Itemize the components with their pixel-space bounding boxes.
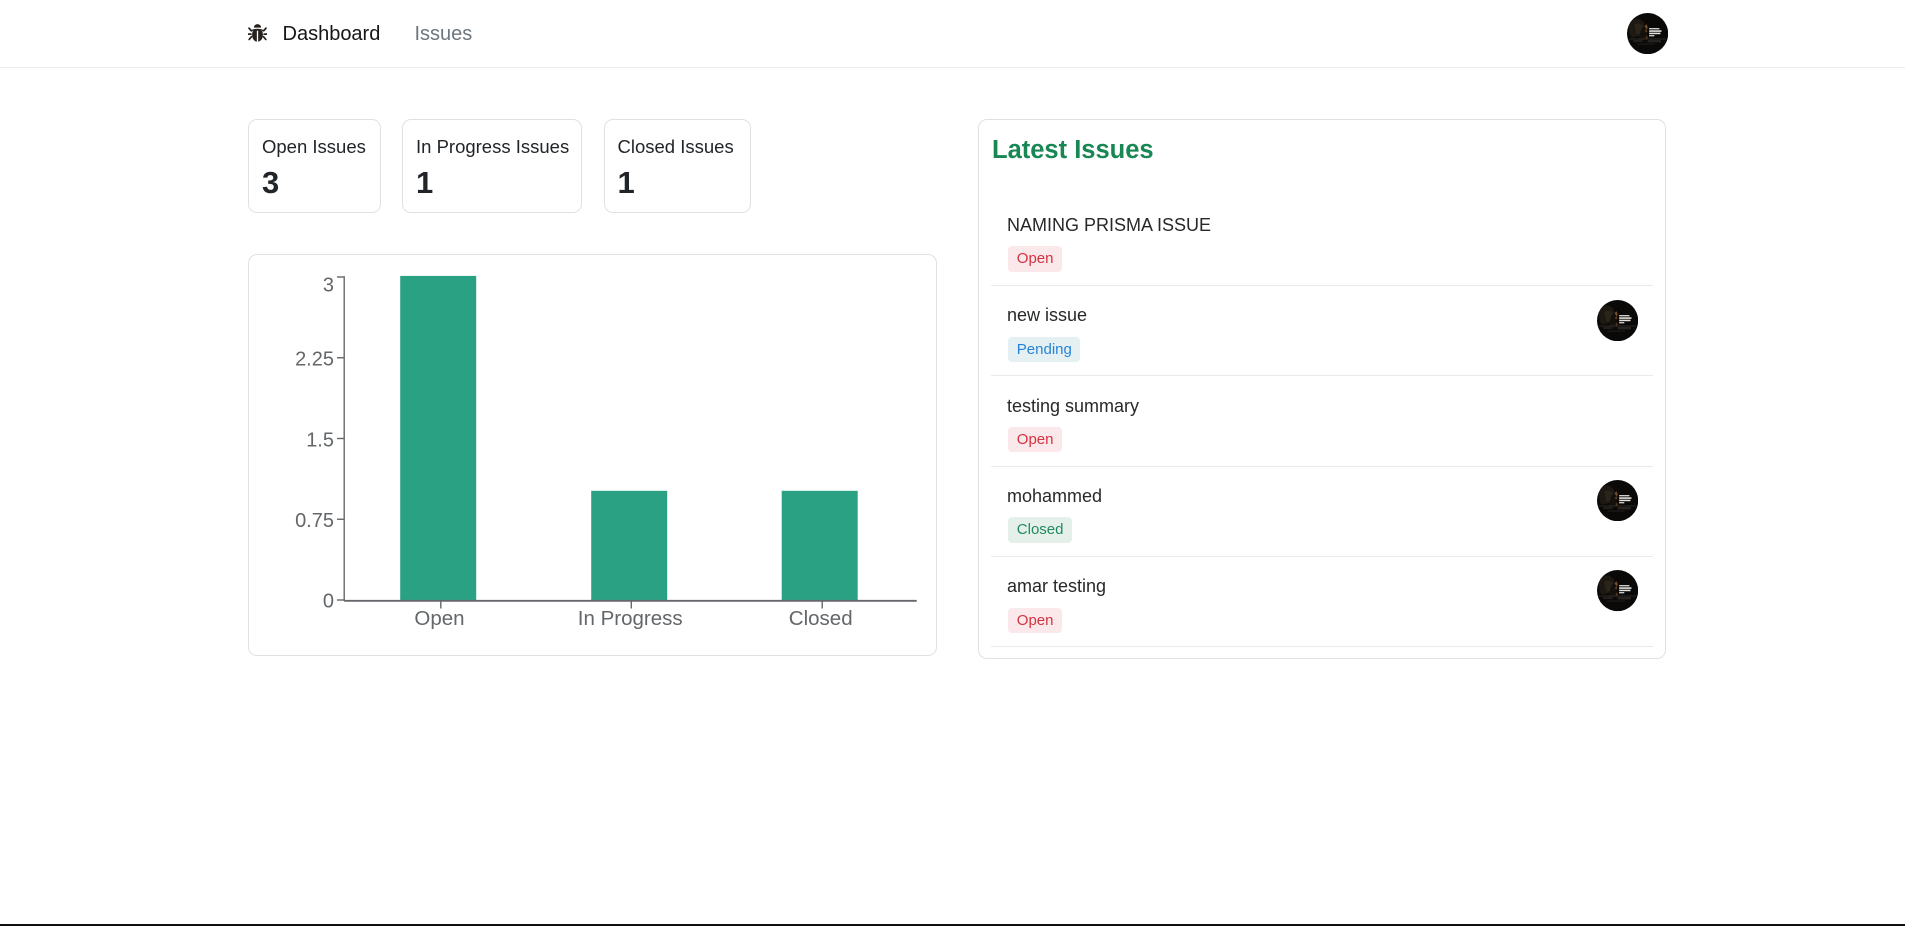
svg-text:3: 3 bbox=[323, 274, 334, 296]
svg-text:0.75: 0.75 bbox=[295, 510, 334, 532]
svg-text:In Progress: In Progress bbox=[578, 607, 683, 630]
svg-text:Open: Open bbox=[414, 607, 464, 630]
svg-text:1.5: 1.5 bbox=[306, 429, 334, 451]
svg-text:0: 0 bbox=[323, 590, 334, 612]
svg-text:Closed: Closed bbox=[789, 607, 853, 630]
svg-text:2.25: 2.25 bbox=[295, 349, 334, 371]
